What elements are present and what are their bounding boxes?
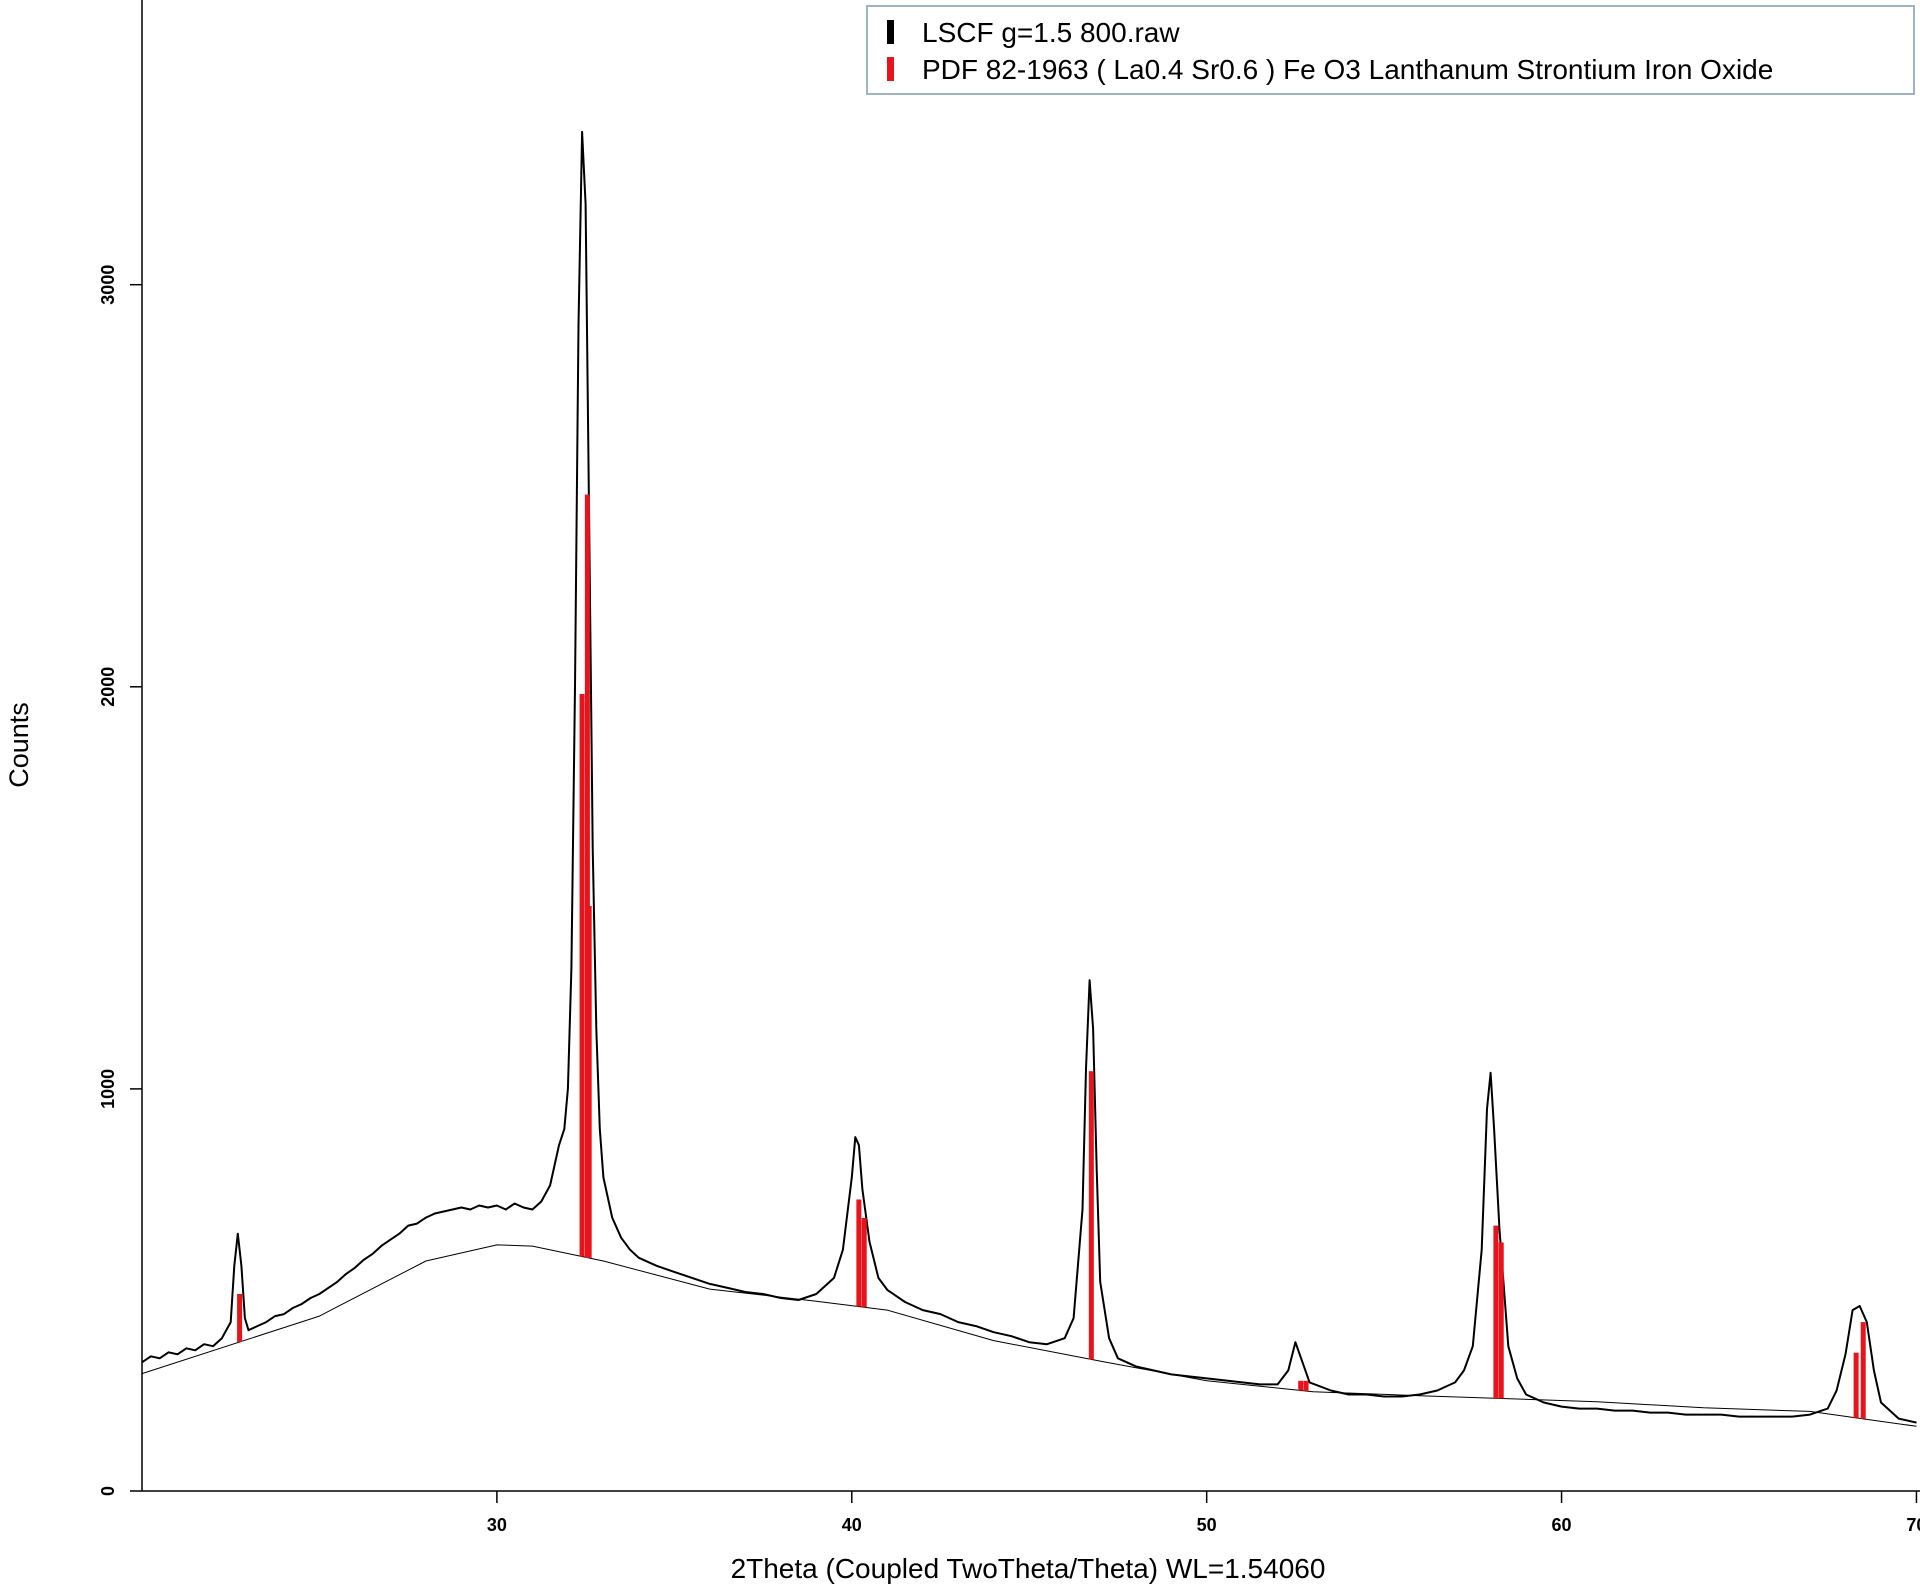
reference-stick xyxy=(586,905,592,1259)
y-tick-label: 2000 xyxy=(98,667,118,707)
reference-stick xyxy=(1853,1352,1859,1418)
y-axis-title: Counts xyxy=(4,702,34,788)
reference-stick xyxy=(237,1293,243,1342)
y-tick-label: 3000 xyxy=(98,265,118,305)
reference-stick xyxy=(1493,1225,1499,1399)
x-tick-label: 30 xyxy=(487,1515,507,1535)
legend-swatch xyxy=(887,57,894,81)
reference-stick xyxy=(1498,1242,1504,1399)
x-tick-label: 70 xyxy=(1906,1515,1920,1535)
y-tick-label: 0 xyxy=(98,1486,118,1496)
reference-stick xyxy=(861,1217,867,1308)
reference-stick xyxy=(1088,1071,1094,1360)
reference-stick xyxy=(584,494,590,1258)
reference-stick xyxy=(856,1199,862,1307)
reference-stick xyxy=(579,694,585,1257)
legend-swatch xyxy=(887,20,894,44)
legend-label: LSCF g=1.5 800.raw xyxy=(922,17,1180,48)
legend-label: PDF 82-1963 ( La0.4 Sr0.6 ) Fe O3 Lantha… xyxy=(922,54,1773,85)
x-axis-title: 2Theta (Coupled TwoTheta/Theta) WL=1.540… xyxy=(731,1553,1326,1584)
y-tick-label: 1000 xyxy=(98,1069,118,1109)
reference-stick xyxy=(1298,1380,1304,1391)
x-tick-label: 60 xyxy=(1552,1515,1572,1535)
legend-box xyxy=(866,5,1915,95)
x-tick-label: 50 xyxy=(1197,1515,1217,1535)
baseline-line xyxy=(141,1244,1917,1427)
data-line xyxy=(141,130,1917,1424)
reference-stick xyxy=(1303,1380,1309,1391)
x-tick-label: 40 xyxy=(842,1515,862,1535)
reference-stick xyxy=(1860,1322,1866,1419)
